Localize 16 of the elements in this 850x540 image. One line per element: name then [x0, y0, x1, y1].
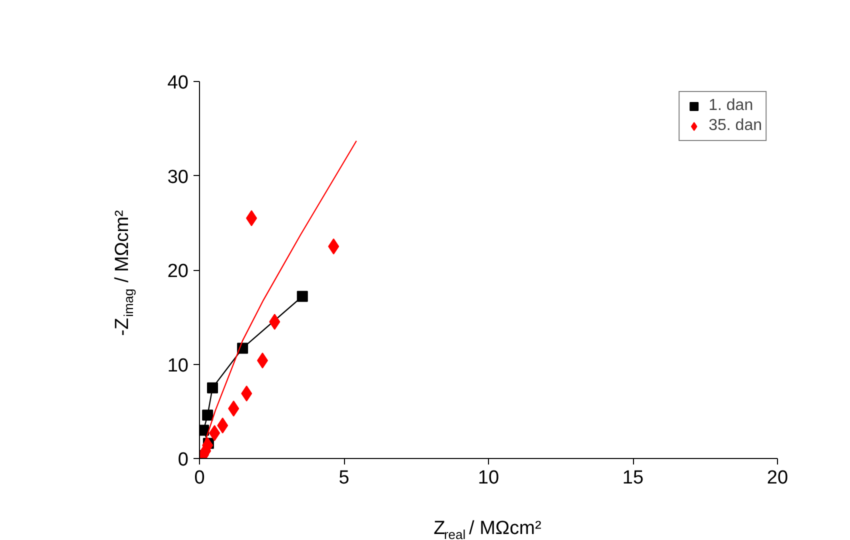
- y-tick-label: 0: [178, 450, 189, 470]
- x-tick-label: 20: [766, 468, 788, 488]
- y-tick-label: 40: [167, 72, 189, 94]
- point: [207, 382, 218, 394]
- y-tick-label: 20: [167, 261, 189, 282]
- y-axis-title: -Zimag / MΩcm²: [112, 210, 136, 336]
- point: [202, 410, 214, 421]
- point: [296, 290, 308, 302]
- x-tick-label: 5: [338, 468, 350, 488]
- legend-label: 35. dan: [708, 117, 762, 135]
- legend-label: 1. dan: [708, 97, 754, 115]
- x-tick-label: 0: [194, 468, 205, 488]
- x-tick-label: 15: [622, 468, 644, 488]
- y-tick-label: 10: [167, 355, 189, 376]
- x-tick-label: 10: [478, 468, 500, 488]
- y-tick-label: 30: [167, 166, 189, 188]
